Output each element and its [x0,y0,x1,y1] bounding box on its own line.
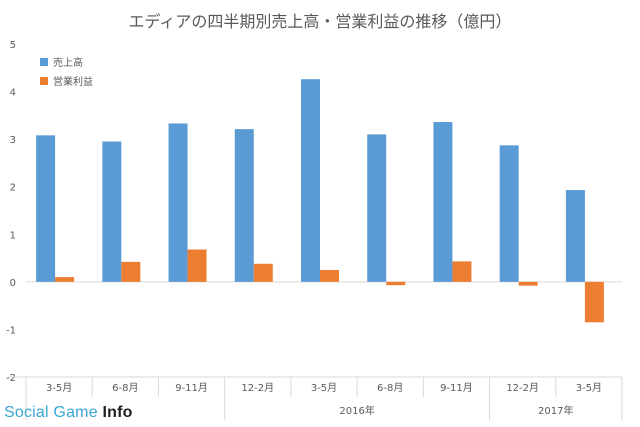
x-tick-label: 3-5月 [311,382,337,394]
bar-uriage [565,190,585,282]
x-tick-label: 12-2月 [241,382,274,394]
y-tick-label: 1 [10,230,16,241]
y-tick-label: 4 [10,88,16,99]
x-group-label: 2016年 [339,404,374,417]
legend-swatch [40,58,48,66]
legend-label: 営業利益 [53,75,93,88]
chart-title: エディアの四半期別売上高・営業利益の推移（億円） [128,12,512,31]
y-tick-label: 3 [10,135,16,146]
watermark-logo: Social Game Info [4,404,133,421]
bar-uriage [36,135,56,282]
bar-uriage [234,129,254,282]
bar-uriage [102,141,122,282]
bar-uriage [433,122,453,282]
bar-eigyo-rieki [386,281,406,286]
y-tick-label: 5 [10,40,16,51]
x-tick-label: 12-2月 [506,382,539,394]
bar-eigyo-rieki [253,263,273,282]
bar-eigyo-rieki [55,277,75,282]
x-tick-label: 3-5月 [46,382,72,394]
y-tick-label: -1 [6,325,16,336]
x-tick-label: 6-8月 [377,382,403,394]
bar-eigyo-rieki [121,261,141,282]
bar-eigyo-rieki [584,281,604,323]
bar-eigyo-rieki [187,249,207,282]
x-tick-label: 9-11月 [440,382,473,394]
bar-uriage [168,123,188,282]
x-tick-label: 3-5月 [576,382,602,394]
y-tick-label: 0 [10,278,16,289]
x-tick-label: 6-8月 [112,382,138,394]
bar-uriage [367,134,387,282]
x-group-label: 2017年 [538,404,573,417]
x-tick-label: 9-11月 [175,382,208,394]
y-tick-label: -2 [6,373,16,384]
bar-uriage [301,79,320,282]
legend-label: 売上高 [53,56,83,69]
bar-uriage [499,145,519,282]
bar-eigyo-rieki [518,281,538,286]
legend-swatch [40,77,48,85]
bar-eigyo-rieki [452,261,472,282]
y-tick-label: 2 [10,183,16,194]
bar-eigyo-rieki [320,269,339,282]
